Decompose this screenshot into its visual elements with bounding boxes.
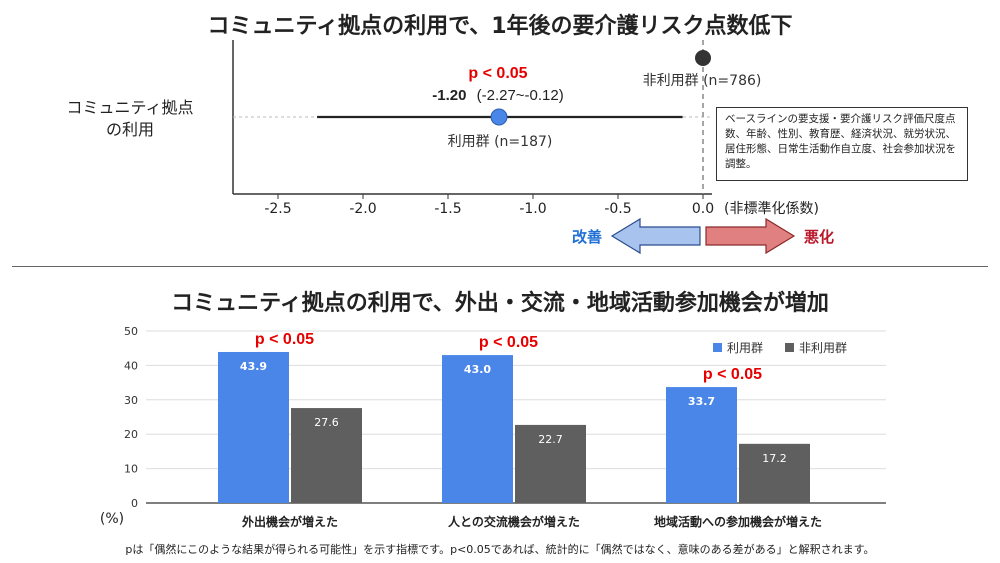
forest-row-label-line2: の利用: [105, 120, 154, 139]
bar-category-label: 人との交流機会が増えた: [448, 514, 580, 529]
forest-x-tick-label: -0.5: [604, 201, 631, 217]
nonuser-group-label: 非利用群 (n=786): [643, 73, 762, 89]
bar-y-tick-label: 30: [124, 394, 138, 407]
bar-rects: [218, 351, 810, 503]
improve-label: 改善: [572, 228, 602, 246]
bar: [666, 387, 737, 503]
bar-y-tick-label: 50: [124, 325, 138, 338]
bar: [442, 355, 513, 503]
nonuser-group-point: [695, 50, 711, 66]
legend-swatch: [785, 343, 794, 352]
bar-legend: 利用群 非利用群: [713, 341, 847, 355]
bar-y-unit: (%): [100, 511, 124, 527]
legend-label: 利用群: [727, 341, 763, 355]
bar-pvalue-label: p < 0.05: [703, 366, 762, 383]
legend-swatch: [713, 343, 722, 352]
forest-row-label-line1: コミュニティ拠点: [66, 98, 194, 117]
forest-title: コミュニティ拠点の利用で、1年後の要介護リスク点数低下: [207, 14, 793, 39]
bar: [515, 424, 586, 503]
forest-estimate-value: -1.20: [432, 87, 466, 104]
bar: [739, 443, 810, 503]
bar-y-tick-label: 40: [124, 359, 138, 372]
worsen-arrow: [705, 217, 796, 255]
adjustment-note: ベースラインの要支援・要介護リスク評価尺度点数、年齢、性別、教育歴、経済状況、就…: [716, 107, 968, 181]
worsen-label: 悪化: [804, 228, 834, 246]
forest-x-tick-label: 0.0: [692, 201, 714, 217]
user-group-label: 利用群 (n=187): [448, 134, 553, 150]
bar-value-label: 27.6: [314, 416, 339, 429]
forest-estimate: -1.20 (-2.27~-0.12): [432, 87, 564, 104]
forest-row-label: コミュニティ拠点 の利用: [40, 97, 220, 141]
bar-pvalue-label: p < 0.05: [479, 334, 538, 351]
forest-plot: -2.5 -2.0 -1.5 -1.0 -0.5 0.0 p < 0.05 -1.20 (…: [232, 40, 834, 255]
improve-arrow: [610, 217, 701, 255]
bar-value-label: 43.9: [240, 360, 267, 373]
bar-category-label: 地域活動への参加機会が増えた: [654, 514, 822, 529]
bar-y-tick-label: 0: [131, 497, 138, 510]
forest-pvalue: p < 0.05: [468, 65, 527, 82]
bar: [291, 408, 362, 503]
bar-value-label: 43.0: [464, 363, 491, 376]
forest-estimate-ci: (-2.27~-0.12): [477, 87, 564, 104]
forest-x-tick-label: -2.5: [264, 201, 291, 217]
bar-pvalue-label: p < 0.05: [255, 331, 314, 348]
section-divider: [12, 266, 988, 267]
forest-x-tick-label: -1.5: [434, 201, 461, 217]
forest-x-axis-title: (非標準化係数): [724, 201, 819, 217]
user-group-point: [490, 108, 508, 126]
bar-value-label: 22.7: [538, 433, 563, 446]
bar-value-label: 33.7: [688, 395, 715, 408]
bar-data-labels: 43.9 27.6 43.0 22.7 33.7 17.2: [240, 360, 787, 465]
bar-y-tick-label: 10: [124, 463, 138, 476]
bar-pvalues: p < 0.05 p < 0.05 p < 0.05: [255, 331, 762, 383]
bar-value-label: 17.2: [762, 452, 787, 465]
bar-category-label: 外出機会が増えた: [242, 514, 338, 529]
forest-x-tick-label: -1.0: [519, 201, 546, 217]
bar-category-labels: 外出機会が増えた 人との交流機会が増えた 地域活動への参加機会が増えた: [242, 514, 822, 529]
bar-y-tick-label: 20: [124, 428, 138, 441]
forest-x-ticks: -2.5 -2.0 -1.5 -1.0 -0.5 0.0: [264, 194, 714, 217]
bar-y-ticks: 0 10 20 30 40 50: [124, 325, 138, 510]
legend-label: 非利用群: [799, 341, 847, 355]
footnote: pは「偶然にこのような結果が得られる可能性」を示す指標です。p<0.05であれば…: [125, 543, 875, 556]
forest-x-tick-label: -2.0: [349, 201, 376, 217]
bar-chart-title: コミュニティ拠点の利用で、外出・交流・地域活動参加機会が増加: [171, 291, 829, 316]
bar: [218, 351, 289, 503]
